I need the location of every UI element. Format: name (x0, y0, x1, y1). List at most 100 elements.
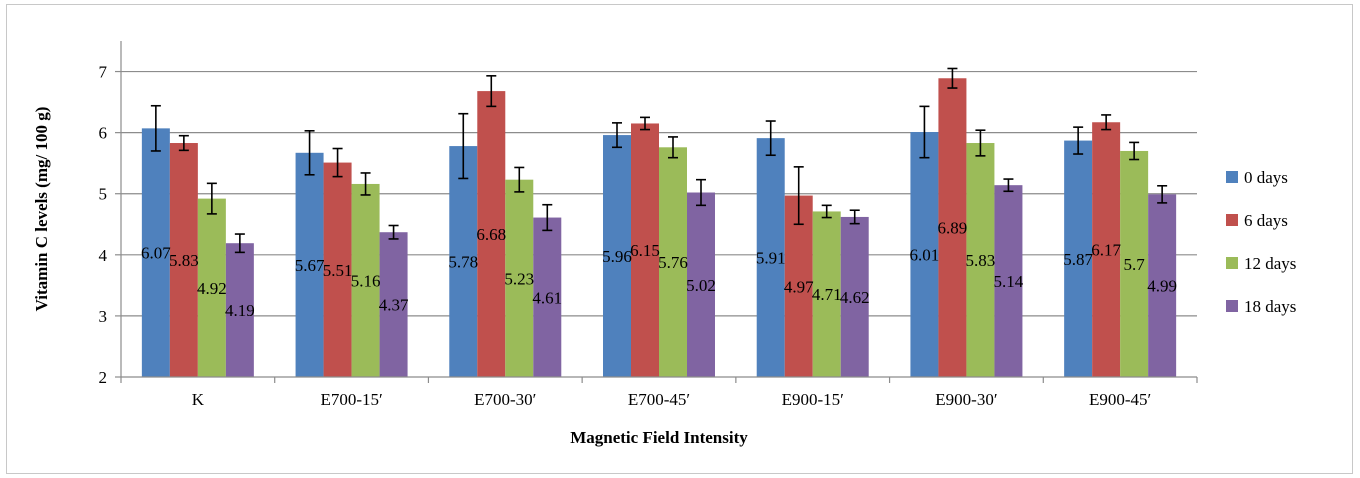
bar (141, 128, 170, 377)
error-bar (304, 130, 315, 176)
data-label: 5.02 (686, 276, 716, 295)
x-tick-label: E900-30′ (935, 390, 997, 409)
error-bar (332, 147, 343, 178)
bar (994, 185, 1023, 377)
y-tick-labels: 2 3 4 5 6 7 (99, 63, 108, 387)
error-bar (514, 166, 525, 193)
data-label: 5.87 (1063, 250, 1093, 269)
error-bar (234, 233, 245, 254)
bar (449, 146, 478, 377)
bar (323, 162, 352, 377)
x-tick-label: E700-45′ (628, 390, 690, 409)
bar (169, 143, 198, 377)
y-tick-label: 6 (99, 124, 108, 143)
legend: 0 days 6 days 12 days 18 days (1226, 168, 1296, 316)
legend-label: 6 days (1244, 211, 1288, 230)
legend-swatch (1226, 214, 1238, 226)
legend-label: 12 days (1244, 254, 1296, 273)
legend-item: 6 days (1226, 211, 1288, 230)
error-bar (458, 112, 469, 180)
y-tick-label: 3 (99, 307, 108, 326)
error-bar (150, 104, 161, 152)
bar (784, 195, 813, 377)
error-bar (1157, 184, 1168, 204)
data-labels: 6.075.834.924.195.675.515.164.375.786.68… (141, 219, 1177, 320)
bar (379, 232, 408, 377)
error-bar (1129, 141, 1140, 161)
data-label: 5.67 (295, 256, 325, 275)
x-axis-title: Magnetic Field Intensity (570, 428, 748, 447)
data-label: 5.91 (756, 249, 786, 268)
data-label: 4.61 (532, 288, 562, 307)
error-bar (612, 122, 622, 149)
data-label: 6.07 (141, 244, 171, 263)
legend-item: 0 days (1226, 168, 1288, 187)
error-bar (640, 116, 650, 131)
error-bar (542, 203, 553, 232)
data-label: 6.17 (1091, 241, 1121, 260)
legend-swatch (1226, 257, 1238, 269)
error-bar (1003, 178, 1014, 193)
legend-swatch (1226, 171, 1238, 183)
x-tick-label: E900-45′ (1089, 390, 1151, 409)
error-bar (947, 67, 958, 89)
data-label: 5.76 (658, 253, 688, 272)
bar (533, 217, 562, 377)
x-tick-label: K (192, 390, 205, 409)
error-bar (178, 134, 189, 152)
bar (938, 78, 967, 378)
bar (1148, 194, 1177, 377)
bar (687, 192, 715, 377)
error-bar (849, 209, 860, 225)
bar-chart: 6.075.834.924.195.675.515.164.375.786.68… (32, 41, 1296, 447)
bar (631, 123, 659, 378)
bar (659, 147, 687, 377)
chart-frame: 6.07 5.83 4.92 4.19 5.67 5.51 5.16 4.37 5.78 6.68… (6, 4, 1353, 474)
data-label: 6.01 (910, 246, 940, 265)
data-label: 4.37 (379, 296, 409, 315)
bar (1092, 122, 1121, 377)
legend-item: 18 days (1226, 297, 1296, 316)
error-bar (793, 166, 804, 226)
bar (1120, 150, 1149, 377)
data-label: 4.97 (784, 277, 814, 296)
data-label: 5.78 (448, 253, 478, 272)
data-label: 5.83 (966, 251, 996, 270)
data-label: 6.68 (476, 225, 506, 244)
bar (756, 138, 785, 377)
data-label: 4.92 (197, 279, 227, 298)
bar (910, 132, 939, 377)
legend-label: 18 days (1244, 297, 1296, 316)
bar (840, 216, 869, 377)
data-label: 5.7 (1124, 255, 1146, 274)
x-tick-label: E700-30′ (474, 390, 536, 409)
bar (812, 211, 841, 377)
error-bar (1073, 126, 1084, 155)
axes (115, 41, 1198, 383)
error-bar (206, 182, 217, 215)
data-label: 6.15 (630, 241, 660, 260)
error-bar (486, 75, 497, 108)
bar (295, 152, 324, 377)
legend-item: 12 days (1226, 254, 1296, 273)
error-bar (975, 129, 986, 157)
error-bar (821, 204, 832, 219)
bar (477, 91, 506, 377)
error-bar (696, 178, 706, 207)
error-bar (765, 120, 776, 157)
data-label: 5.51 (323, 261, 353, 280)
bar (966, 143, 995, 377)
x-tick-label: E900-15′ (782, 390, 844, 409)
data-label: 4.99 (1147, 277, 1177, 296)
error-bar (919, 105, 930, 159)
legend-swatch (1226, 300, 1238, 312)
bar (1064, 140, 1093, 377)
bar (603, 135, 631, 377)
error-bar (388, 224, 399, 240)
x-tick-label: E700-15′ (320, 390, 382, 409)
data-label: 5.96 (602, 247, 632, 266)
y-axis-title: Vitamin C levels (mg/ 100 g) (32, 107, 51, 312)
bar (351, 183, 380, 377)
error-bar (668, 136, 678, 159)
y-tick-label: 4 (99, 246, 108, 265)
